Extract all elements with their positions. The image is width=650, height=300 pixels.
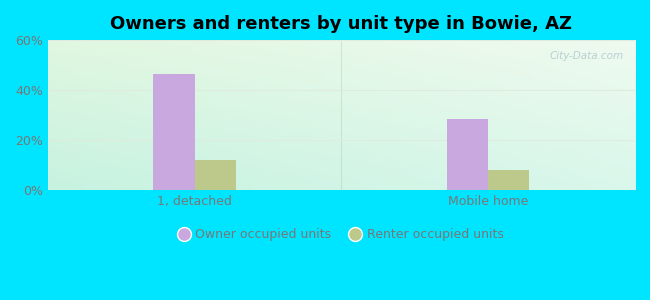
Text: City-Data.com: City-Data.com: [549, 51, 623, 61]
Bar: [488, 170, 529, 190]
Bar: [447, 119, 488, 190]
Bar: [153, 74, 194, 190]
Legend: Owner occupied units, Renter occupied units: Owner occupied units, Renter occupied un…: [174, 224, 508, 246]
Title: Owners and renters by unit type in Bowie, AZ: Owners and renters by unit type in Bowie…: [111, 15, 572, 33]
Bar: [194, 160, 236, 190]
